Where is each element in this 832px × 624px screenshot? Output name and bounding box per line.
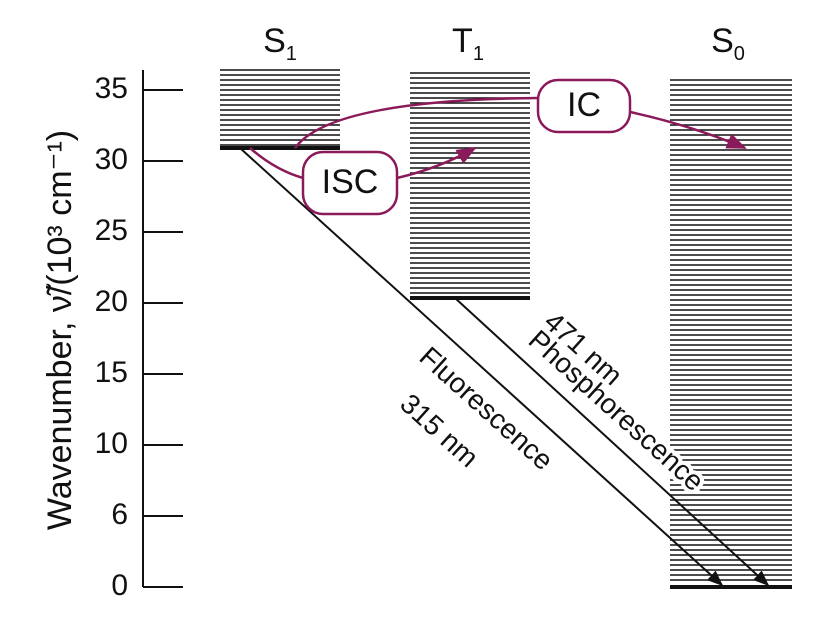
axis-label: Wavenumber, ν̃/(10³ cm⁻¹) — [41, 130, 79, 530]
ic-box — [536, 78, 632, 134]
level-lines — [220, 69, 792, 589]
tick-label: 35 — [95, 72, 128, 105]
box-label: IC — [567, 86, 601, 124]
fluorescence-arrow — [239, 147, 724, 587]
isc-curve — [249, 147, 304, 180]
tick-label: 0 — [111, 569, 128, 602]
isc-box — [301, 150, 399, 216]
state-label: S0 — [711, 22, 745, 65]
isc-curve — [396, 146, 477, 180]
tick-label: 6 — [111, 498, 128, 531]
box-label: ISC — [322, 163, 379, 201]
phosphorescence-arrow — [454, 297, 770, 587]
tick-label: 25 — [95, 214, 128, 247]
state-label: T1 — [452, 22, 484, 65]
tick-label: 10 — [95, 427, 128, 460]
ic-curve — [629, 110, 747, 150]
ic-curve — [293, 96, 539, 149]
tick-label: 20 — [95, 285, 128, 318]
tick-label: 30 — [95, 143, 128, 176]
tick-label: 15 — [95, 356, 128, 389]
state-label: S1 — [263, 22, 297, 65]
y-ticks: 35 30 25 20 15 10 6 0 — [95, 72, 183, 602]
